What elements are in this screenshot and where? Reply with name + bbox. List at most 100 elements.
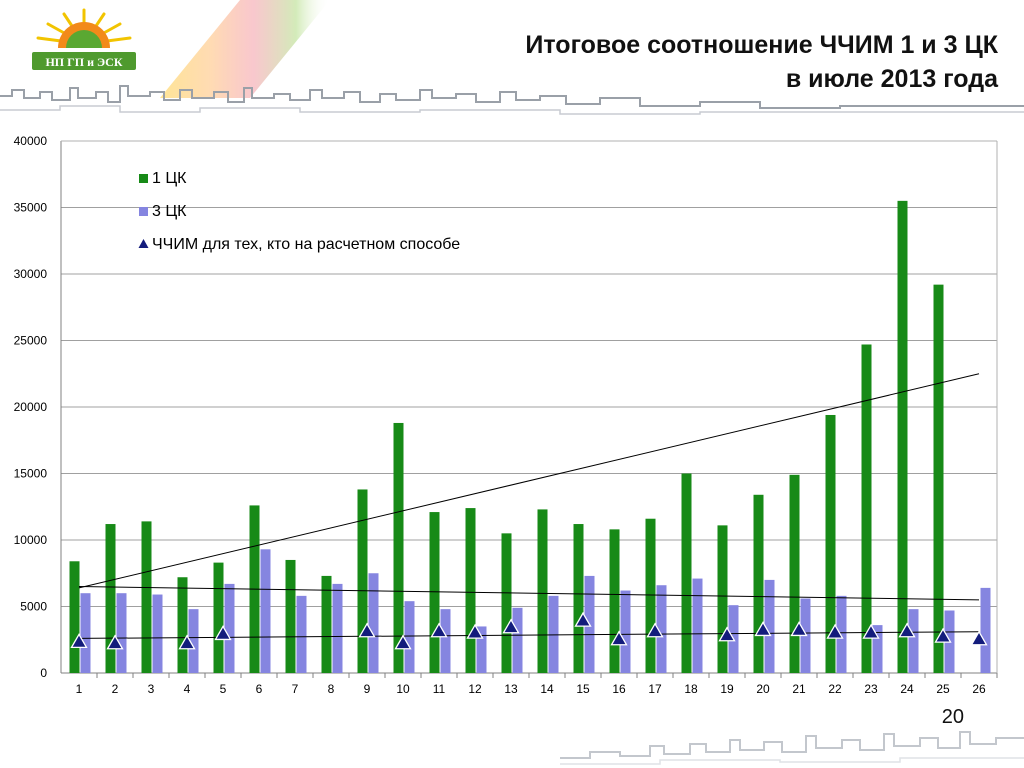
bar-3ck-5 [224,583,235,673]
bar-3ck-1 [80,593,91,673]
skyline-decoration-bottom [560,731,1024,765]
bar-3ck-2 [116,593,127,673]
y-tick-label: 5000 [20,600,47,614]
marker-chim-16 [610,630,628,646]
x-tick-label: 15 [576,682,590,696]
bar-3ck-23 [872,625,883,673]
x-tick-label: 23 [864,682,878,696]
legend-swatch-3 [138,239,149,248]
x-tick-label: 19 [720,682,734,696]
marker-chim-22 [826,623,844,639]
bar-1ck-16 [609,529,620,673]
trendline-1 [78,373,980,589]
title-line-1: Итоговое соотношение ЧЧИМ 1 и 3 ЦК [525,31,998,59]
slide-title: Итоговое соотношение ЧЧИМ 1 и 3 ЦК в июл… [378,28,998,96]
marker-chim-23 [862,623,880,639]
x-tick-label: 25 [936,682,950,696]
bar-1ck-20 [753,494,764,673]
logo-text: НП ГП и ЭСК [45,55,122,69]
legend-swatch-1 [139,174,148,183]
bar-3ck-13 [512,607,523,673]
marker-chim-13 [502,618,520,634]
x-tick-label: 2 [112,682,119,696]
bar-1ck-24 [897,200,908,673]
x-tick-label: 6 [256,682,263,696]
bar-chart: 0 5000 10000 15000 20000 25000 30000 35000 40000… [14,134,998,696]
x-tick-label: 13 [504,682,518,696]
bar-3ck-20 [764,579,775,673]
x-tick-label: 20 [756,682,770,696]
rainbow-decoration [160,0,330,98]
title-line-2: в июле 2013 года [785,65,998,93]
bar-1ck-18 [681,473,692,673]
bar-1ck-22 [825,414,836,673]
marker-chim-25 [934,627,952,643]
x-tick-label: 17 [648,682,662,696]
grid-lines [61,140,997,607]
x-tick-label: 8 [328,682,335,696]
marker-chim-11 [430,622,448,638]
x-tick-label: 21 [792,682,806,696]
markers [70,611,988,650]
bar-1ck-23 [861,344,872,673]
axes [60,140,998,678]
bar-1ck-11 [429,512,440,673]
bar-1ck-7 [285,559,296,673]
bar-1ck-1 [69,561,80,673]
legend-label-3: ЧЧИМ для тех, кто на расчетном способе [152,236,460,253]
bar-1ck-9 [357,489,368,673]
y-tick-labels: 0 5000 10000 15000 20000 25000 30000 35000 40000 [14,134,48,680]
bar-3ck-26 [980,587,991,673]
marker-chim-5 [214,625,232,641]
x-tick-label: 5 [220,682,227,696]
y-tick-label: 15000 [14,467,48,481]
marker-chim-1 [70,633,88,649]
marker-chim-10 [394,634,412,650]
marker-chim-24 [898,622,916,638]
marker-chim-9 [358,622,376,638]
x-tick-label: 4 [184,682,191,696]
bar-1ck-19 [717,525,728,673]
bar-1ck-12 [465,508,476,673]
bar-3ck-17 [656,585,667,673]
bar-1ck-17 [645,518,656,673]
legend: 1 ЦК 3 ЦК ЧЧИМ для тех, кто на расчетном с… [138,170,460,253]
marker-chim-26 [970,630,988,646]
bar-1ck-3 [141,521,152,673]
bar-1ck-25 [933,284,944,673]
skyline-decoration-top [0,85,1024,115]
bar-1ck-2 [105,524,116,673]
y-tick-label: 30000 [14,267,48,281]
bar-1ck-15 [573,524,584,673]
bar-3ck-7 [296,595,307,673]
page-number: 20 [941,706,964,728]
marker-chim-21 [790,621,808,637]
bar-3ck-3 [152,594,163,673]
x-tick-label: 18 [684,682,698,696]
y-tick-label: 20000 [14,400,48,414]
y-tick-label: 35000 [14,201,48,215]
bar-1ck-14 [537,509,548,673]
x-tick-labels: 1 2 3 4 5 6 7 8 9 10 11 12 13 14 15 16 17 18 19 20 21 22 23 24 2… [76,682,986,696]
bar-3ck-8 [332,583,343,673]
company-logo: НП ГП и ЭСК [32,8,136,70]
x-tick-label: 10 [396,682,410,696]
bar-3ck-6 [260,549,271,673]
bar-1ck-10 [393,422,404,673]
bar-3ck-10 [404,601,415,673]
bar-3ck-4 [188,609,199,673]
x-tick-label: 9 [364,682,371,696]
bars [69,200,991,673]
bar-3ck-16 [620,590,631,673]
marker-chim-12 [466,623,484,639]
trendline-2 [78,586,980,601]
marker-chim-19 [718,626,736,642]
x-tick-label: 24 [900,682,914,696]
x-tick-label: 22 [828,682,842,696]
x-tick-label: 3 [148,682,155,696]
y-tick-label: 25000 [14,334,48,348]
bar-3ck-9 [368,573,379,673]
x-tick-label: 7 [292,682,299,696]
y-tick-label: 0 [40,666,47,680]
bar-1ck-21 [789,474,800,673]
